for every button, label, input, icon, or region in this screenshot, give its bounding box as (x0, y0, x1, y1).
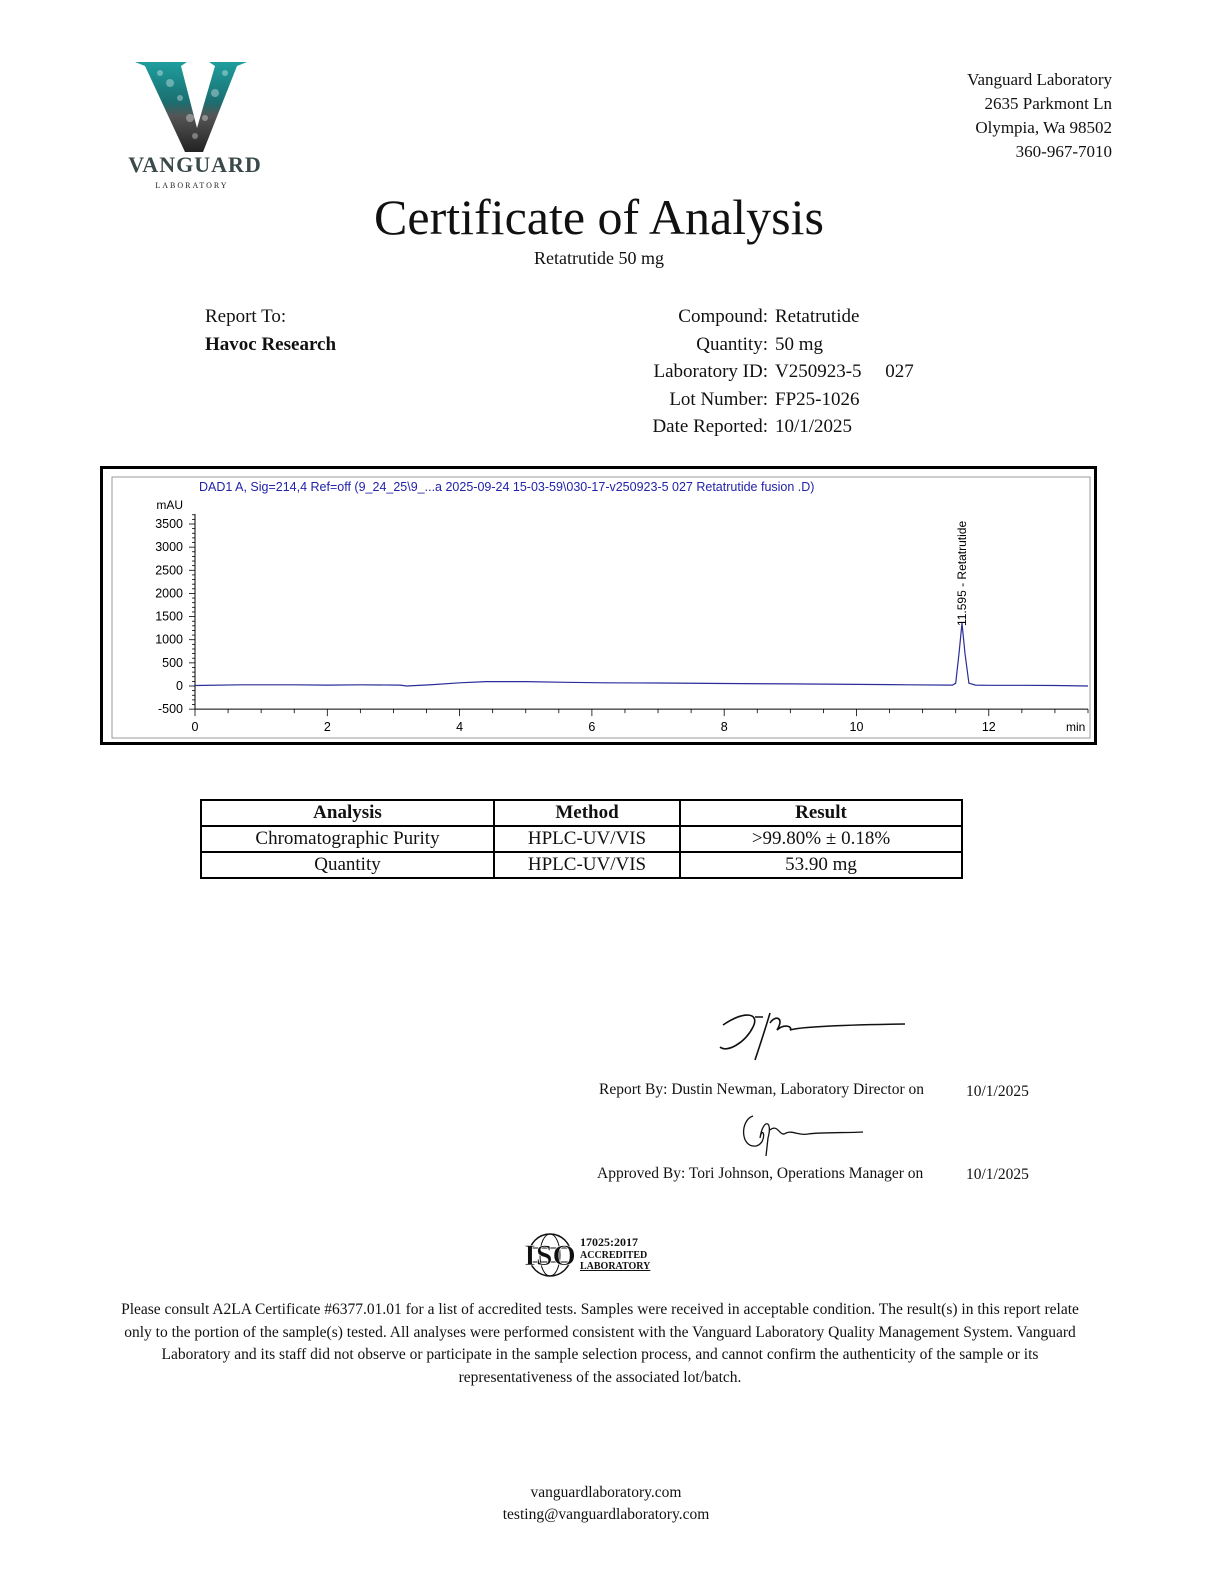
chromatogram-trace (194, 623, 1089, 687)
cell-method: HPLC-UV/VIS (493, 851, 681, 879)
y-tick-label: 500 (162, 656, 183, 670)
x-axis-label: min (1066, 720, 1085, 734)
info-row-compound: Compound: Retatrutide (560, 303, 914, 331)
disclaimer: Please consult A2LA Certificate #6377.01… (121, 1301, 1079, 1386)
chromatogram-frame (100, 466, 1097, 745)
logo-wordmark: VANGUARD (128, 152, 262, 177)
header-method: Method (493, 799, 681, 827)
info-row-lot: Lot Number: FP25-1026 (560, 386, 914, 414)
info-row-date: Date Reported: 10/1/2025 (560, 413, 914, 441)
table-header-row: Analysis Method Result (200, 799, 963, 827)
y-tick-label: 2500 (155, 563, 183, 577)
y-tick-label: 2000 (155, 586, 183, 600)
info-label: Lot Number: (669, 388, 768, 410)
client-name: Havoc Research (205, 334, 337, 355)
y-tick-label: 3500 (155, 517, 183, 531)
x-tick-label: 10 (850, 720, 864, 734)
manager-signature (742, 1115, 864, 1157)
y-tick-label: 1500 (155, 610, 183, 624)
y-tick-label: 0 (176, 679, 183, 693)
cell-result: 53.90 mg (679, 851, 963, 879)
footer-email[interactable]: testing@vanguardlaboratory.com (502, 1506, 710, 1523)
results-table: Analysis Method Result Chromatographic P… (200, 799, 963, 879)
footer: vanguardlaboratory.com testing@vanguardl… (0, 1482, 1212, 1526)
info-value: 10/1/2025 (775, 416, 853, 437)
cell-analysis: Chromatographic Purity (200, 825, 495, 853)
report-by: Report By: Dustin Newman, Laboratory Dir… (599, 1081, 924, 1098)
lab-city: Olympia, Wa 98502 (975, 118, 1112, 137)
y-axis-label: mAU (156, 498, 183, 512)
approved-by: Approved By: Tori Johnson, Operations Ma… (597, 1165, 924, 1182)
approved-date: 10/1/2025 (966, 1166, 1029, 1183)
iso-mark: ISO (524, 1239, 576, 1272)
chromatogram: DAD1 A, Sig=214,4 Ref=off (9_24_25\9_...… (111, 476, 1091, 739)
report-date: 10/1/2025 (966, 1083, 1029, 1100)
report-to: Report To: Havoc Research (205, 303, 336, 359)
vanguard-logo: VANGUARD LABORATORY (128, 62, 262, 190)
x-tick-label: 12 (982, 720, 996, 734)
chart-title: DAD1 A, Sig=214,4 Ref=off (9_24_25\9_...… (199, 480, 814, 494)
peak-label: 11.595 - Retatrutide (955, 521, 969, 627)
info-row-lab-id: Laboratory ID: V250923-5 027 (560, 358, 914, 386)
x-tick-label: 0 (192, 720, 199, 734)
info-label: Quantity: (696, 333, 768, 355)
y-tick-label: 3000 (155, 540, 183, 554)
info-row-quantity: Quantity: 50 mg (560, 331, 914, 359)
cell-method: HPLC-UV/VIS (493, 825, 681, 853)
info-label: Compound: (678, 306, 768, 327)
iso-line2: LABORATORY (580, 1261, 651, 1272)
logo-subtext: LABORATORY (155, 181, 228, 190)
header-analysis: Analysis (200, 799, 495, 827)
lab-address: Vanguard Laboratory 2635 Parkmont Ln Oly… (967, 68, 1112, 164)
page-title: Certificate of Analysis (374, 189, 824, 245)
x-tick-label: 8 (721, 720, 728, 734)
iso-standard: 17025:2017 (580, 1235, 638, 1249)
lab-name: Vanguard Laboratory (967, 70, 1112, 89)
table-row: Quantity HPLC-UV/VIS 53.90 mg (200, 851, 963, 879)
cell-analysis: Quantity (200, 851, 495, 879)
x-tick-label: 6 (588, 720, 595, 734)
info-label: Date Reported: (652, 416, 768, 437)
lab-phone: 360-967-7010 (1015, 142, 1112, 161)
info-value: FP25-1026 (775, 388, 860, 410)
info-label: Laboratory ID: (653, 361, 768, 382)
cell-result: >99.80% ± 0.18% (679, 825, 963, 853)
iso-line1: ACCREDITED (580, 1250, 647, 1261)
header-result: Result (679, 799, 963, 827)
sample-info: Compound: Retatrutide Quantity: 50 mg Labo… (560, 303, 914, 441)
info-value: 50 mg (775, 333, 824, 355)
page-subtitle: Retatrutide 50 mg (534, 248, 664, 268)
y-tick-label: 1000 (155, 633, 183, 647)
table-row: Chromatographic Purity HPLC-UV/VIS >99.8… (200, 825, 963, 853)
lab-street: 2635 Parkmont Ln (984, 94, 1113, 113)
info-value: Retatrutide (775, 306, 860, 327)
x-tick-label: 2 (324, 720, 331, 734)
director-signature (719, 1012, 906, 1061)
iso-accreditation-badge: ISO 17025:2017 ACCREDITED LABORATORY (524, 1233, 651, 1277)
plot-frame (111, 476, 1091, 739)
x-tick-label: 4 (456, 720, 463, 734)
footer-website[interactable]: vanguardlaboratory.com (530, 1484, 682, 1501)
info-value: V250923-5 027 (775, 361, 914, 382)
report-to-label: Report To: (205, 306, 287, 327)
y-tick-label: -500 (158, 702, 183, 716)
